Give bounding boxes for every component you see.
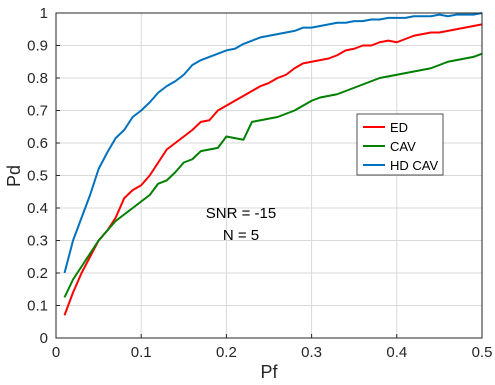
plot-frame (55, 12, 483, 339)
y-tick-label: 0 (40, 330, 48, 347)
legend-label-cav: CAV (390, 139, 416, 154)
series-lines (63, 12, 483, 316)
series-line-cav (63, 52, 483, 298)
legend: ED CAV HD CAV (356, 113, 444, 176)
y-tick-label: 0.1 (27, 298, 48, 315)
x-tick-label: 0.3 (301, 344, 322, 361)
x-axis-label: Pf (260, 362, 278, 382)
y-tick-label: 0.6 (27, 135, 48, 152)
legend-label-hd-cav: HD CAV (390, 158, 438, 173)
y-axis-label: Pd (4, 165, 24, 187)
y-tick-label: 0.9 (27, 38, 48, 55)
y-tick-label: 0.8 (27, 70, 48, 87)
annotation-n: N = 5 (223, 227, 259, 244)
y-tick-label: 0.5 (27, 168, 48, 185)
y-axis-ticks: 0 0.1 0.2 0.3 0.4 0.5 0.6 0.7 0.8 0.9 1 (27, 5, 60, 347)
x-tick-label: 0.5 (472, 344, 493, 361)
y-tick-label: 1 (40, 5, 48, 22)
series-line-hd-cav (63, 12, 483, 274)
legend-label-ed: ED (390, 120, 408, 135)
y-tick-label: 0.7 (27, 103, 48, 120)
x-axis-ticks: 0 0.1 0.2 0.3 0.4 0.5 (52, 334, 493, 361)
y-tick-label: 0.4 (27, 200, 48, 217)
y-tick-label: 0.2 (27, 265, 48, 282)
x-tick-label: 0.2 (216, 344, 237, 361)
x-tick-label: 0.4 (386, 344, 407, 361)
x-tick-label: 0.1 (131, 344, 152, 361)
series-line-ed (63, 23, 483, 316)
annotation-snr: SNR = -15 (206, 205, 276, 222)
y-tick-label: 0.3 (27, 233, 48, 250)
x-tick-label: 0 (52, 344, 60, 361)
